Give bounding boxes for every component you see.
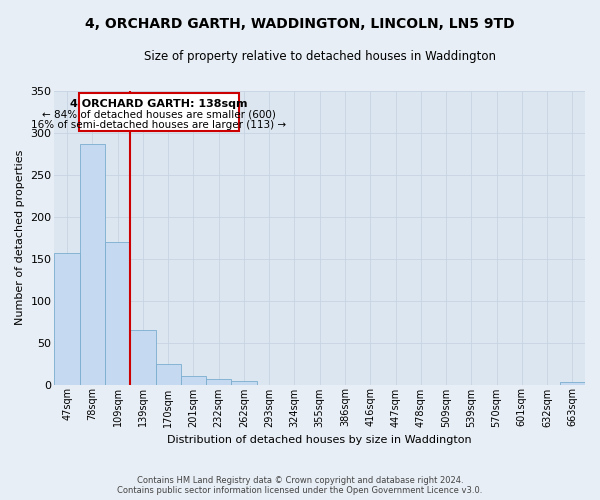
Text: 4, ORCHARD GARTH, WADDINGTON, LINCOLN, LN5 9TD: 4, ORCHARD GARTH, WADDINGTON, LINCOLN, L… — [85, 18, 515, 32]
Text: Contains public sector information licensed under the Open Government Licence v3: Contains public sector information licen… — [118, 486, 482, 495]
Bar — [232, 381, 257, 384]
Bar — [155, 364, 181, 384]
Bar — [105, 242, 130, 384]
Text: 4 ORCHARD GARTH: 138sqm: 4 ORCHARD GARTH: 138sqm — [70, 99, 248, 109]
Bar — [560, 382, 585, 384]
Y-axis label: Number of detached properties: Number of detached properties — [15, 150, 25, 325]
Bar — [80, 144, 105, 384]
Bar — [206, 378, 232, 384]
Text: Contains HM Land Registry data © Crown copyright and database right 2024.: Contains HM Land Registry data © Crown c… — [137, 476, 463, 485]
Bar — [181, 376, 206, 384]
Bar — [130, 330, 155, 384]
FancyBboxPatch shape — [79, 93, 239, 131]
Text: ← 84% of detached houses are smaller (600): ← 84% of detached houses are smaller (60… — [42, 110, 276, 120]
Title: Size of property relative to detached houses in Waddington: Size of property relative to detached ho… — [144, 50, 496, 63]
Text: 16% of semi-detached houses are larger (113) →: 16% of semi-detached houses are larger (… — [31, 120, 287, 130]
X-axis label: Distribution of detached houses by size in Waddington: Distribution of detached houses by size … — [167, 435, 472, 445]
Bar — [55, 254, 80, 384]
